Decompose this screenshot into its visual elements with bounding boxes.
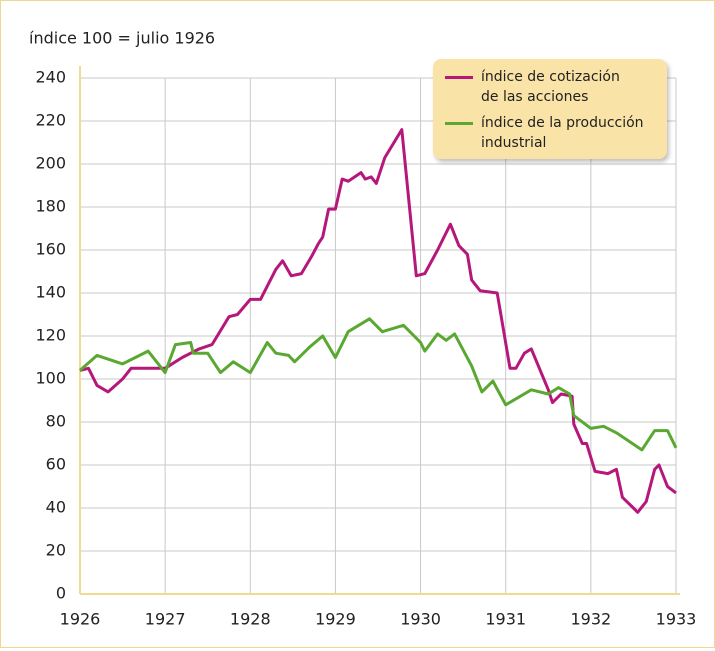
x-tick-label: 1928 [230,610,271,629]
y-tick-label: 0 [56,584,66,603]
x-tick-label: 1927 [145,610,186,629]
y-tick-label: 80 [46,412,66,431]
y-tick-label: 240 [35,68,66,87]
legend-entry: índice de cotización de las acciones [445,67,620,107]
y-tick-label: 60 [46,455,66,474]
y-tick-label: 220 [35,111,66,130]
y-tick-label: 100 [35,369,66,388]
x-tick-label: 1932 [570,610,611,629]
legend: índice de cotización de las acciones índi… [433,59,667,159]
x-tick-label: 1933 [656,610,697,629]
x-tick-label: 1926 [60,610,101,629]
legend-swatch [445,76,473,79]
legend-entry: índice de la producción industrial [445,113,644,153]
x-tick-label: 1929 [315,610,356,629]
legend-label: índice de la producción industrial [481,115,644,151]
legend-swatch [445,122,473,125]
y-tick-label: 180 [35,197,66,216]
x-tick-label: 1930 [400,610,441,629]
y-tick-label: 160 [35,240,66,259]
series-line [79,128,677,514]
y-tick-label: 200 [35,154,66,173]
chart-title: índice 100 = julio 1926 [29,29,215,48]
y-tick-label: 40 [46,498,66,517]
y-tick-label: 20 [46,541,66,560]
legend-label: índice de cotización de las acciones [481,69,620,105]
y-tick-label: 120 [35,326,66,345]
x-tick-label: 1931 [485,610,526,629]
y-tick-label: 140 [35,283,66,302]
series-line [79,317,678,452]
